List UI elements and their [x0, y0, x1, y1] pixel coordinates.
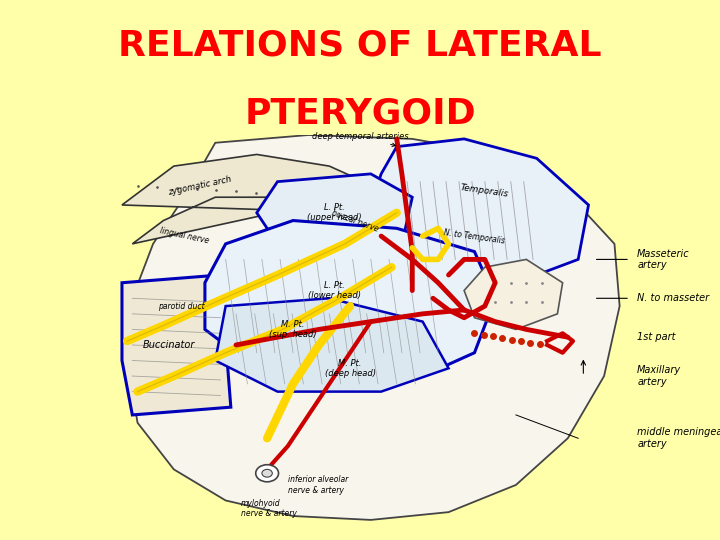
- Text: middle meningeal
artery: middle meningeal artery: [637, 428, 720, 449]
- Polygon shape: [122, 154, 381, 244]
- Text: N. to masseter: N. to masseter: [637, 293, 709, 303]
- Text: Buccinator: Buccinator: [143, 340, 195, 350]
- Text: L. Pt.
(lower head): L. Pt. (lower head): [308, 281, 361, 300]
- Polygon shape: [257, 174, 413, 259]
- Polygon shape: [215, 298, 449, 392]
- Text: zygomatic arch: zygomatic arch: [167, 174, 233, 197]
- Polygon shape: [122, 275, 231, 415]
- Text: Masseteric
artery: Masseteric artery: [637, 248, 690, 270]
- Polygon shape: [371, 139, 588, 283]
- Polygon shape: [464, 259, 562, 329]
- Circle shape: [256, 465, 279, 482]
- Text: M. Pt.
(deep head): M. Pt. (deep head): [325, 359, 376, 378]
- Text: L. Pt.
(upper head): L. Pt. (upper head): [307, 203, 362, 222]
- Text: buccal nerve: buccal nerve: [330, 209, 380, 234]
- Text: RELATIONS OF LATERAL: RELATIONS OF LATERAL: [118, 29, 602, 62]
- Text: parotid duct: parotid duct: [158, 301, 205, 310]
- Text: M. Pt.
(sup. head): M. Pt. (sup. head): [269, 320, 317, 339]
- Polygon shape: [205, 220, 495, 384]
- Circle shape: [262, 469, 272, 477]
- Text: Temporalis: Temporalis: [460, 184, 510, 199]
- Text: mylohyoid
nerve & artery: mylohyoid nerve & artery: [241, 498, 297, 518]
- Text: inferior alveolar
nerve & artery: inferior alveolar nerve & artery: [288, 475, 348, 495]
- Text: PTERYGOID: PTERYGOID: [244, 97, 476, 130]
- Text: Maxillary
artery: Maxillary artery: [637, 365, 681, 387]
- Text: N. to Temporalis: N. to Temporalis: [444, 228, 505, 246]
- Text: 1st part: 1st part: [637, 332, 675, 342]
- Text: deep temporal arteries: deep temporal arteries: [312, 132, 409, 146]
- Text: lingual nerve: lingual nerve: [159, 227, 210, 246]
- Polygon shape: [127, 135, 620, 520]
